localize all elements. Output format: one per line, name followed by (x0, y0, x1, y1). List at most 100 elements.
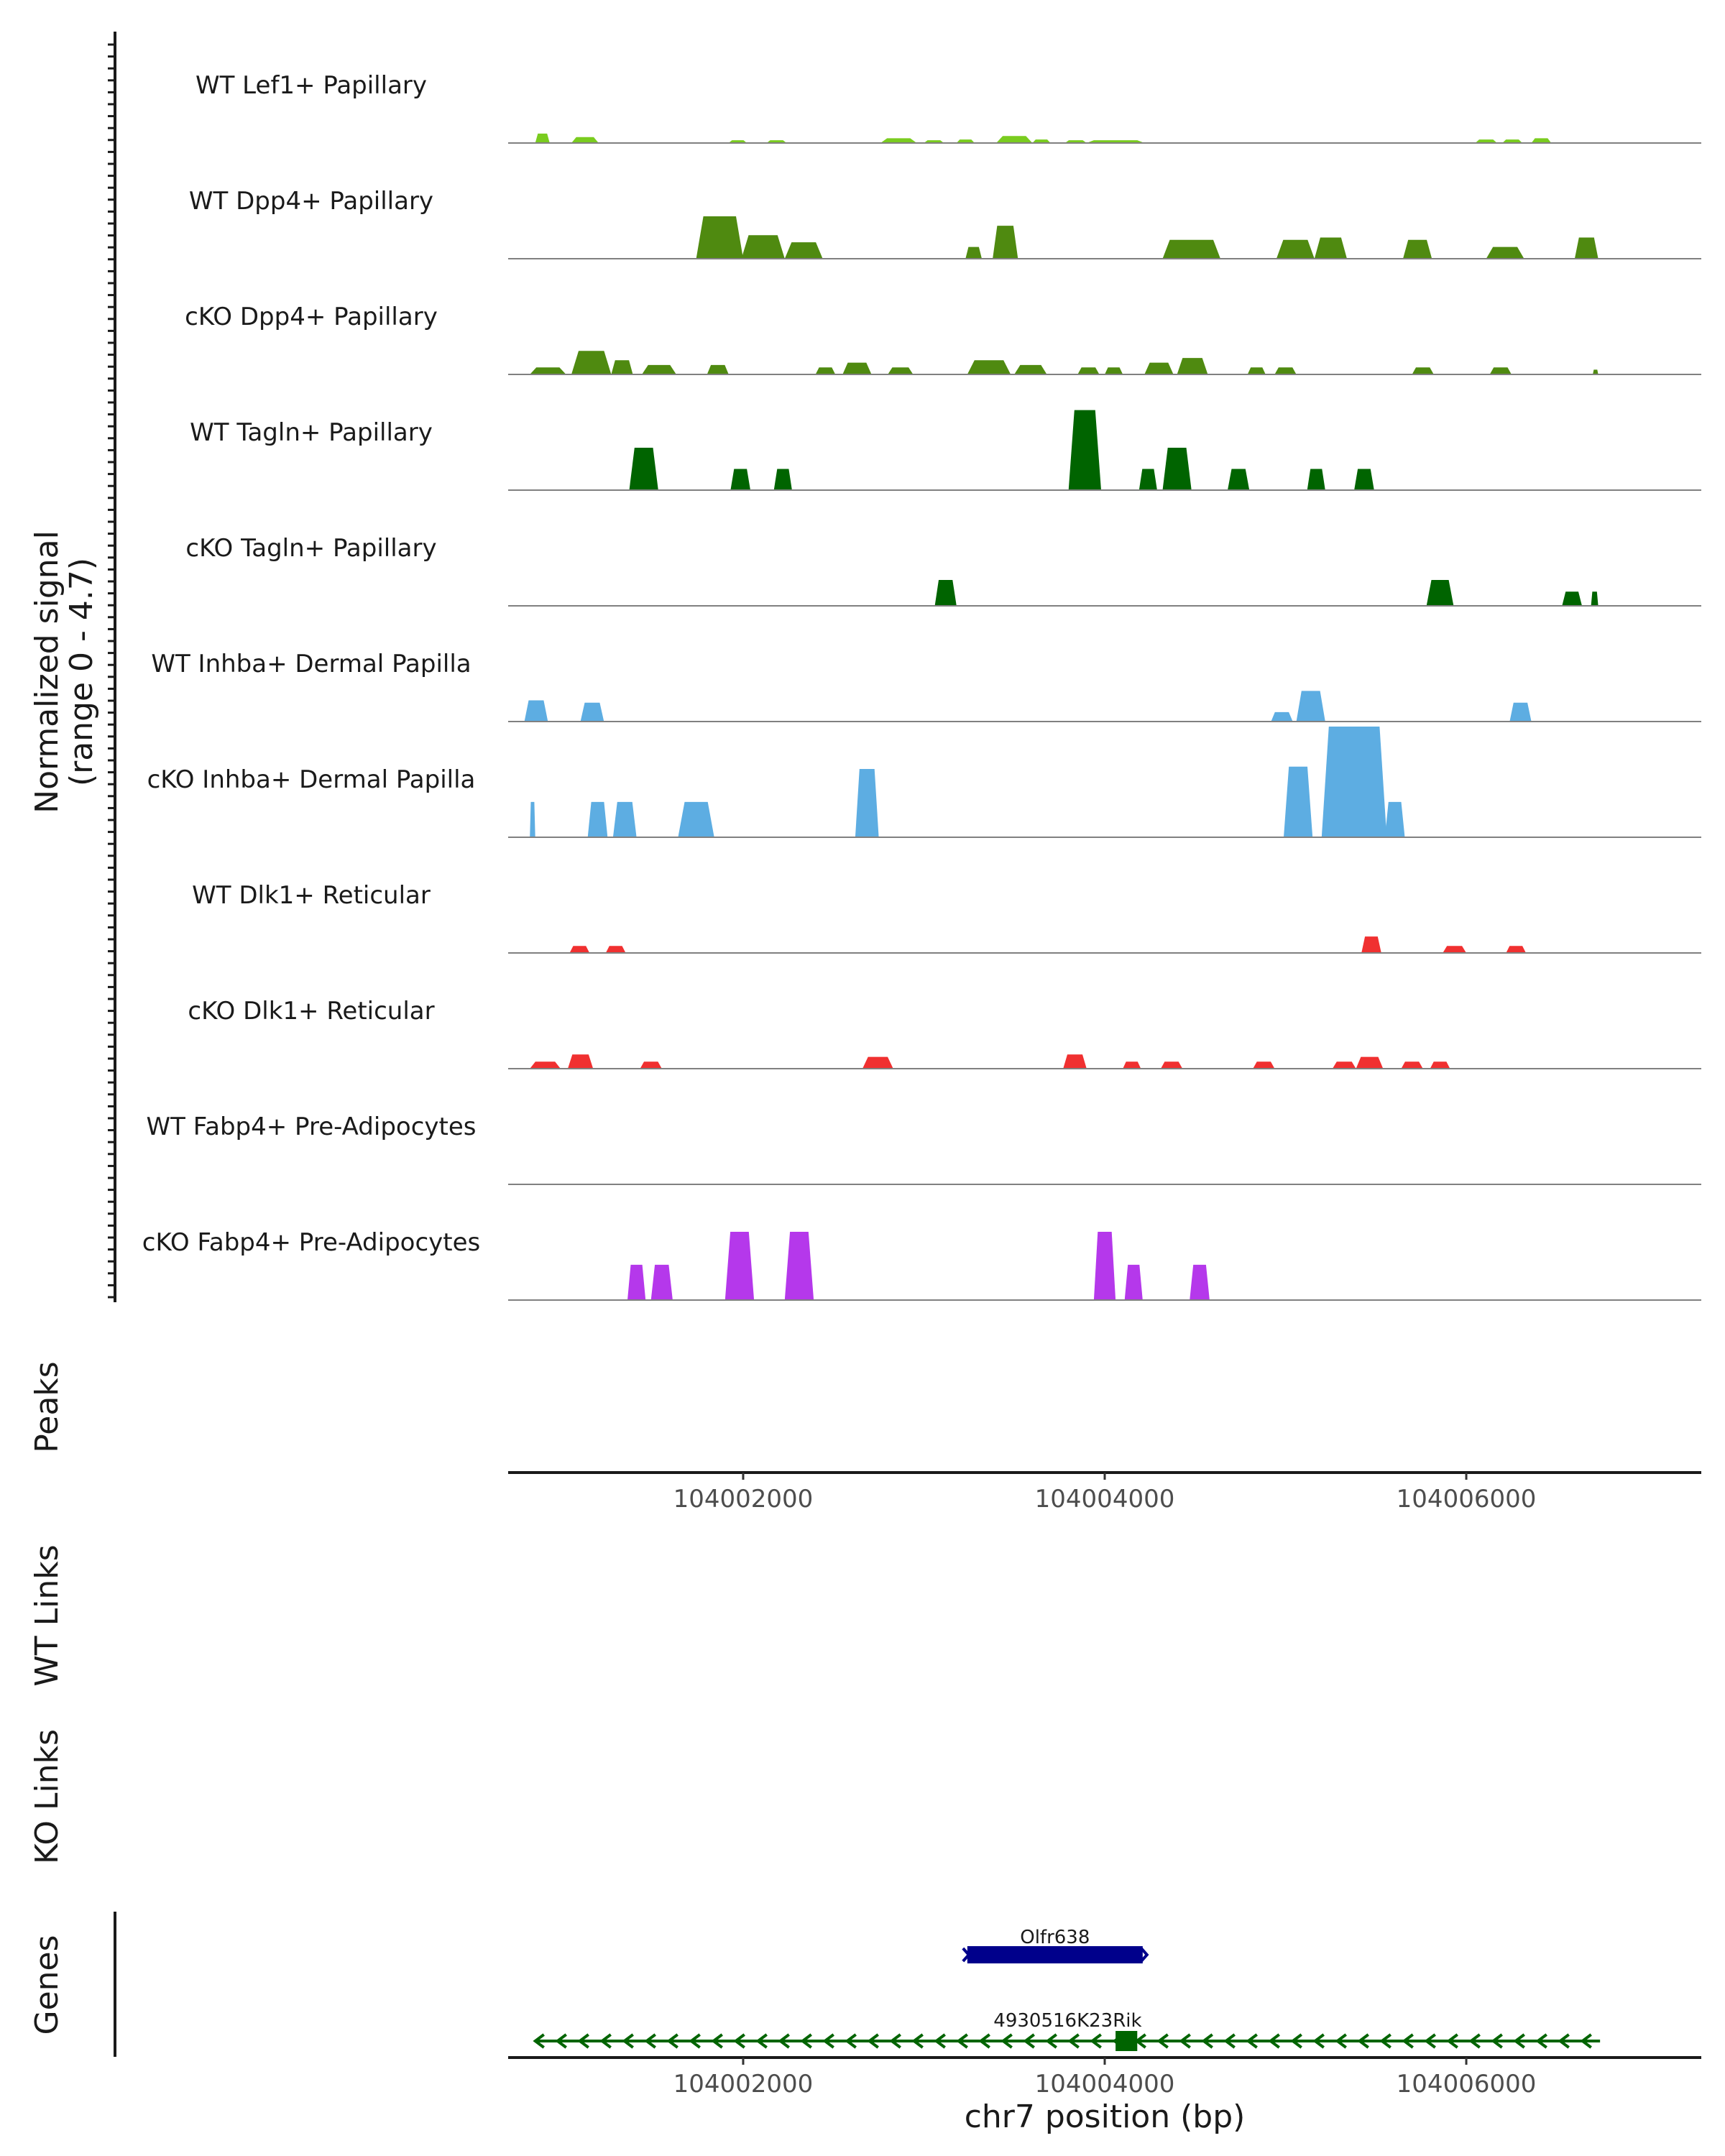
signal-peak (1123, 1061, 1141, 1069)
track: WT Lef1+ Papillary (196, 71, 1701, 144)
strand-arrow (644, 2033, 656, 2049)
track: WT Fabp4+ Pre-Adipocytes (147, 1112, 1701, 1185)
strand-arrow (1023, 2033, 1035, 2049)
strand-arrow (1223, 2033, 1236, 2049)
track: cKO Dpp4+ Papillary (185, 303, 1701, 375)
strand-arrow (1045, 2033, 1057, 2049)
track-label: cKO Dlk1+ Reticular (188, 997, 434, 1026)
signal-peak (1314, 237, 1347, 259)
track-label: WT Dpp4+ Papillary (189, 187, 433, 216)
signal-peak (568, 1054, 594, 1069)
signal-peak (842, 362, 872, 374)
track: WT Tagln+ Papillary (190, 410, 1701, 491)
track: cKO Fabp4+ Pre-Adipocytes (142, 1228, 1701, 1301)
signal-peak (934, 580, 957, 606)
strand-arrow (1290, 2033, 1302, 2049)
track: cKO Dlk1+ Reticular (188, 997, 1701, 1069)
track-label: WT Dlk1+ Reticular (192, 881, 431, 910)
signal-peak (1162, 448, 1192, 490)
strand-arrow (1140, 1947, 1149, 1963)
ko-links-label: KO Links (29, 1729, 65, 1864)
signal-peak (880, 138, 917, 143)
strand-arrow (1558, 2033, 1570, 2049)
strand-arrow (1312, 2033, 1325, 2049)
signal-peak (1093, 1232, 1116, 1300)
signal-peak (605, 946, 626, 953)
signal-peak (1486, 247, 1524, 259)
strand-arrow (845, 2033, 857, 2049)
gene-exon (1116, 2031, 1138, 2051)
signal-peak (1426, 580, 1454, 606)
strand-arrow (666, 2033, 678, 2049)
strand-arrow (733, 2033, 745, 2049)
strand-arrow (1335, 2033, 1347, 2049)
signal-peak (571, 137, 599, 143)
strand-arrow (962, 1947, 971, 1963)
strand-arrow (1268, 2033, 1280, 2049)
signal-peak (707, 364, 729, 374)
strand-arrow (978, 2033, 990, 2049)
signal-peak (773, 469, 792, 490)
peaks-x-tick-label: 104002000 (673, 1485, 814, 1514)
strand-arrow (1468, 2033, 1481, 2049)
track: WT Inhba+ Dermal Papilla (151, 650, 1701, 722)
track-label: cKO Dpp4+ Papillary (185, 303, 438, 331)
signal-peak (629, 448, 658, 490)
strand-arrow (956, 2033, 968, 2049)
strand-arrow (1446, 2033, 1458, 2049)
signal-peak (1032, 139, 1051, 143)
track-label: cKO Fabp4+ Pre-Adipocytes (142, 1228, 481, 1257)
signal-peak (1574, 237, 1598, 259)
strand-arrow (867, 2033, 879, 2049)
signal-peak (862, 1056, 893, 1069)
signal-peak (855, 769, 879, 837)
strand-arrow (533, 2033, 545, 2049)
signal-peak (642, 364, 676, 374)
y-axis-title-line1: Normalized signal (29, 530, 65, 814)
signal-peak (741, 235, 785, 259)
track-label: WT Tagln+ Papillary (190, 418, 433, 447)
signal-peak (1068, 410, 1101, 490)
signal-peak (730, 469, 750, 490)
track: cKO Inhba+ Dermal Papilla (147, 727, 1701, 838)
genes-x-tick-label: 104002000 (673, 2070, 814, 2099)
signal-peak (1593, 369, 1598, 374)
strand-arrow (555, 2033, 567, 2049)
signal-peak (1332, 1061, 1356, 1069)
signal-peak (1253, 1061, 1275, 1069)
signal-peak (815, 367, 836, 374)
strand-arrow (1090, 2033, 1102, 2049)
y-axis-title-line2: (range 0 - 4.7) (63, 558, 100, 786)
signal-peak (1247, 367, 1266, 374)
strand-arrow (599, 2033, 612, 2049)
signal-peak (724, 1232, 755, 1300)
signal-peak (967, 360, 1011, 374)
genes-label: Genes (29, 1935, 65, 2035)
signal-peak (569, 946, 590, 953)
signal-peak (784, 242, 823, 259)
track-label: cKO Tagln+ Papillary (185, 534, 436, 563)
signal-peak (535, 133, 550, 143)
signal-peak (965, 247, 982, 259)
track: WT Dlk1+ Reticular (192, 881, 1701, 954)
strand-arrow (1000, 2033, 1013, 2049)
signal-peak (524, 700, 548, 722)
track: WT Dpp4+ Papillary (189, 187, 1701, 259)
strand-arrow (889, 2033, 901, 2049)
signal-peak (1356, 1056, 1384, 1069)
signal-peak (1190, 1264, 1210, 1300)
track: cKO Tagln+ Papillary (185, 534, 1701, 607)
signal-peak (1384, 801, 1405, 837)
signal-peak (1321, 727, 1387, 837)
signal-peak (1274, 367, 1297, 374)
strand-arrow (1201, 2033, 1213, 2049)
gene-label: 4930516K23Rik (993, 2010, 1141, 2032)
signal-peak (627, 1264, 646, 1300)
signal-peak (1354, 469, 1374, 490)
x-axis-title: chr7 position (bp) (965, 2099, 1246, 2135)
signal-peak (530, 367, 566, 374)
strand-arrow (1580, 2033, 1592, 2049)
signal-peak (1284, 766, 1313, 837)
signal-peak (1506, 946, 1526, 953)
track-label: WT Inhba+ Dermal Papilla (151, 650, 471, 678)
